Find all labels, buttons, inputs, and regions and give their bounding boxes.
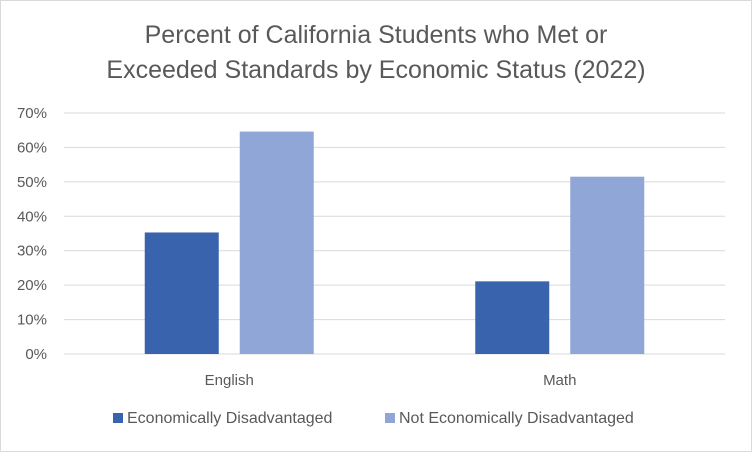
y-tick-label: 50%	[17, 174, 47, 191]
y-tick-label: 0%	[25, 346, 47, 363]
chart-title-line-1: Percent of California Students who Met o…	[144, 21, 608, 49]
y-tick-label: 10%	[17, 312, 47, 329]
legend-label: Economically Disadvantaged	[127, 410, 332, 427]
chart-title: Percent of California Students who Met o…	[0, 18, 752, 88]
y-tick-label: 40%	[17, 208, 47, 225]
x-category-label: English	[205, 372, 254, 389]
legend-label: Not Economically Disadvantaged	[399, 410, 634, 427]
y-tick-label: 60%	[17, 139, 47, 156]
bar-math-economically-disadvantaged	[475, 281, 550, 354]
bar-math-not-economically-disadvantaged	[570, 176, 645, 354]
y-tick-label: 20%	[17, 277, 47, 294]
y-axis-tick-labels: 0% 10% 20% 30% 40% 50% 60% 70%	[17, 105, 47, 363]
bar-english-economically-disadvantaged	[144, 232, 219, 354]
y-tick-label: 30%	[17, 243, 47, 260]
x-axis-category-labels: English Math	[205, 372, 577, 389]
y-tick-label: 70%	[17, 105, 47, 122]
bar-english-not-economically-disadvantaged	[239, 131, 314, 354]
legend-swatch	[113, 413, 123, 423]
chart-title-line-2: Exceeded Standards by Economic Status (2…	[106, 56, 646, 84]
x-category-label: Math	[543, 372, 576, 389]
bars	[144, 131, 645, 354]
legend-swatch	[385, 413, 395, 423]
legend: Economically Disadvantaged Not Economical…	[113, 410, 634, 427]
